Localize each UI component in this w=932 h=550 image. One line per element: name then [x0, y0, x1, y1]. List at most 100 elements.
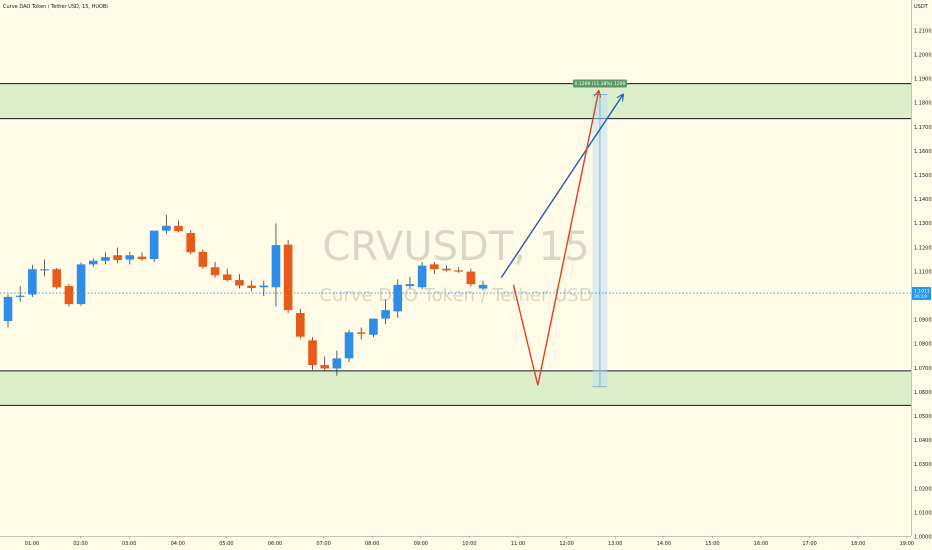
- candle-26-body[interactable]: [320, 365, 329, 369]
- candle-17-body[interactable]: [210, 267, 220, 276]
- candle-13-body[interactable]: [162, 225, 171, 231]
- candle-18-body[interactable]: [222, 274, 232, 281]
- candle-30[interactable]: [369, 318, 378, 338]
- candle-9[interactable]: [113, 247, 122, 264]
- candle-7-body[interactable]: [88, 260, 98, 265]
- candle-5-body[interactable]: [64, 286, 74, 305]
- candle-35[interactable]: [430, 261, 439, 275]
- candle-31[interactable]: [381, 299, 390, 325]
- candle-31-body[interactable]: [381, 310, 390, 319]
- candle-33[interactable]: [405, 276, 415, 289]
- candle-38-body[interactable]: [466, 271, 476, 285]
- candle-11[interactable]: [137, 252, 147, 261]
- time-tick-label: 06:00: [268, 541, 282, 547]
- candle-34-body[interactable]: [417, 265, 427, 288]
- candle-36-body[interactable]: [442, 268, 451, 271]
- zones-layer: [0, 83, 911, 406]
- candle-16[interactable]: [198, 249, 208, 269]
- candle-29-body[interactable]: [356, 332, 366, 334]
- candle-32-body[interactable]: [393, 284, 403, 312]
- candle-24-body[interactable]: [296, 313, 305, 337]
- time-tick-label: 11:00: [511, 541, 525, 547]
- candle-35-body[interactable]: [430, 264, 439, 270]
- candle-2-body[interactable]: [28, 269, 37, 295]
- time-tick-label: 14:00: [657, 541, 671, 547]
- current-price-value: 1.1011: [914, 289, 930, 295]
- candle-27-body[interactable]: [332, 358, 342, 369]
- candle-6-body[interactable]: [76, 264, 86, 305]
- time-tick-label: 03:00: [122, 541, 136, 547]
- candle-15[interactable]: [186, 230, 195, 255]
- candle-12-body[interactable]: [149, 230, 159, 260]
- candle-23[interactable]: [283, 239, 293, 314]
- candle-17[interactable]: [210, 261, 220, 278]
- candle-12[interactable]: [149, 230, 159, 262]
- candle-20-body[interactable]: [247, 285, 256, 288]
- candle-18[interactable]: [222, 268, 232, 282]
- candle-26[interactable]: [320, 356, 329, 371]
- price-tick-label: 1.0200: [914, 486, 932, 492]
- candle-39-body[interactable]: [478, 284, 488, 289]
- time-tick-label: 05:00: [219, 541, 233, 547]
- price-tick-label: 1.1400: [914, 197, 932, 203]
- candle-13[interactable]: [162, 214, 171, 235]
- candles-layer[interactable]: [3, 214, 488, 376]
- projection-arrow-blue: [500, 94, 623, 279]
- candle-32[interactable]: [393, 279, 403, 318]
- candle-25[interactable]: [308, 337, 317, 370]
- candle-4[interactable]: [52, 267, 62, 289]
- candle-4-body[interactable]: [52, 269, 62, 288]
- candle-3-body[interactable]: [40, 269, 49, 271]
- candle-9-body[interactable]: [113, 255, 122, 261]
- candle-6[interactable]: [76, 262, 86, 306]
- candle-21[interactable]: [259, 280, 269, 297]
- candle-34[interactable]: [417, 261, 427, 289]
- candle-20[interactable]: [247, 280, 256, 292]
- price-tick-label: 1.2000: [914, 53, 932, 59]
- candle-3[interactable]: [40, 259, 49, 277]
- candle-23-body[interactable]: [283, 244, 293, 311]
- candle-38[interactable]: [466, 268, 476, 287]
- candle-10-body[interactable]: [125, 255, 135, 260]
- candle-14[interactable]: [174, 220, 183, 233]
- candle-19[interactable]: [235, 274, 244, 289]
- time-tick-label: 13:00: [608, 541, 622, 547]
- candle-8-body[interactable]: [101, 257, 110, 261]
- candle-27[interactable]: [332, 350, 342, 376]
- candle-15-body[interactable]: [186, 233, 195, 253]
- candle-14-body[interactable]: [174, 225, 183, 232]
- candle-28-body[interactable]: [344, 332, 354, 359]
- time-tick-label: 17:00: [802, 541, 816, 547]
- candle-21-body[interactable]: [259, 285, 269, 288]
- candle-0[interactable]: [3, 294, 13, 328]
- candle-28[interactable]: [344, 329, 354, 362]
- candle-36[interactable]: [442, 265, 451, 272]
- candle-8[interactable]: [101, 252, 110, 265]
- candle-37[interactable]: [454, 267, 463, 273]
- candle-22-body[interactable]: [271, 245, 281, 288]
- candle-16-body[interactable]: [198, 251, 208, 267]
- candle-7[interactable]: [88, 258, 98, 267]
- candle-29[interactable]: [356, 327, 366, 340]
- candle-25-body[interactable]: [308, 340, 317, 366]
- candle-24[interactable]: [296, 308, 305, 339]
- candle-11-body[interactable]: [137, 256, 147, 260]
- candle-0-body[interactable]: [3, 296, 13, 322]
- candle-37-body[interactable]: [454, 270, 463, 272]
- time-tick-label: 10:00: [462, 541, 476, 547]
- candle-30-body[interactable]: [369, 318, 378, 335]
- candle-10[interactable]: [125, 251, 135, 265]
- time-tick-label: 18:00: [851, 541, 865, 547]
- candle-1[interactable]: [15, 286, 25, 302]
- candle-33-body[interactable]: [405, 284, 415, 287]
- candle-19-body[interactable]: [235, 280, 244, 286]
- candle-5[interactable]: [64, 284, 74, 307]
- candle-39[interactable]: [478, 280, 488, 291]
- watermark-symbol: CRVUSDT, 15: [322, 224, 589, 270]
- candle-2[interactable]: [28, 264, 37, 297]
- candle-22[interactable]: [271, 223, 281, 307]
- time-axis[interactable]: 01:00 02:00 03:00 04:00 05:00 06:00 07:00 08:00…: [25, 536, 914, 547]
- candle-1-body[interactable]: [15, 295, 25, 297]
